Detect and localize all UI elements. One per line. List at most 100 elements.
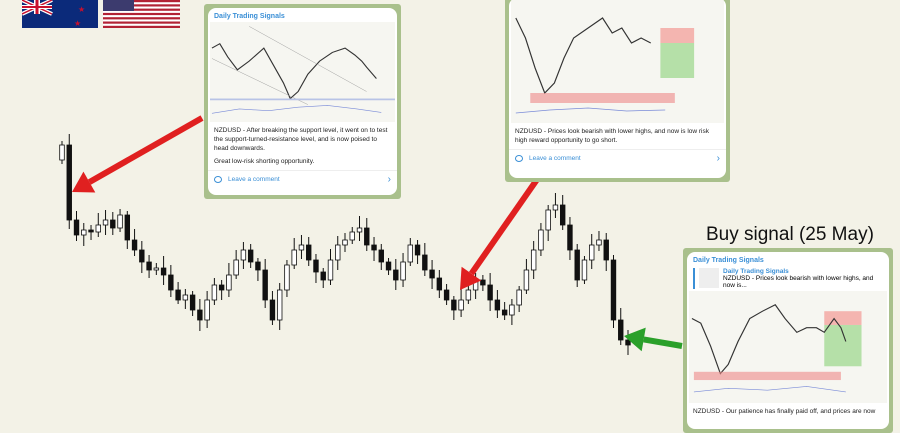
candle-body (429, 269, 435, 279)
new-zealand-flag: ★★ (22, 0, 98, 28)
signal-card-1: Daily Trading Signals NZDUSD - After bre… (204, 4, 401, 199)
candle-body (400, 261, 406, 281)
signal-card-2: NZDUSD - Prices look bearish with lower … (505, 0, 730, 182)
reply-text: NZDUSD - Prices look bearish with lower … (723, 275, 874, 289)
candle-body (552, 204, 559, 211)
leave-comment-button[interactable]: Leave a comment › (208, 170, 397, 188)
candle-body (371, 244, 377, 251)
comment-icon (214, 176, 222, 183)
reply-title: Daily Trading Signals (723, 268, 789, 275)
candle-body (393, 269, 399, 281)
candle-body (436, 277, 443, 291)
candle-body (422, 254, 428, 271)
candle-body (356, 227, 363, 233)
candle-body (603, 239, 609, 261)
channel-title: Daily Trading Signals (214, 13, 285, 20)
candle-body (204, 299, 210, 321)
card-message: NZDUSD - Prices look bearish with lower … (515, 128, 709, 144)
candle-body (625, 339, 631, 346)
candle-body (276, 289, 283, 321)
leave-comment-button[interactable]: Leave a comment › (509, 149, 726, 167)
comment-icon (515, 155, 523, 162)
candle-body (530, 249, 537, 271)
candle-body (465, 289, 472, 301)
candle-body (407, 244, 414, 263)
card-message: NZDUSD - After breaking the support leve… (214, 127, 388, 152)
candle-body (414, 244, 421, 256)
candle-body (269, 299, 276, 321)
candle-body (240, 249, 247, 261)
candle-body (160, 267, 167, 276)
candle-body (494, 299, 501, 311)
candle-body (291, 249, 297, 266)
candle-body (66, 144, 72, 221)
candle-body (218, 284, 225, 291)
comment-label: Leave a comment (228, 176, 280, 183)
candle-body (102, 219, 109, 226)
red-arrow-2-shaft (468, 166, 548, 276)
candle-body (139, 249, 145, 263)
candle-body (480, 279, 486, 286)
candle-body (538, 229, 544, 251)
green-arrow-head (624, 327, 646, 352)
candle-body (378, 249, 384, 263)
candle-body (88, 229, 94, 233)
card-message-2: Great low-risk shorting opportunity. (214, 158, 315, 165)
candle-body (313, 259, 319, 273)
card-message: NZDUSD - Our patience has finally paid o… (693, 408, 876, 415)
reply-preview[interactable]: Daily Trading Signals NZDUSD - Prices loo… (693, 268, 883, 289)
candle-body (523, 269, 530, 291)
red-arrow-1-shaft (87, 115, 204, 185)
red-arrow-1-head (72, 171, 96, 193)
candle-body (226, 274, 232, 291)
svg-text:★: ★ (78, 5, 85, 14)
candle-body (574, 249, 580, 281)
candle-body (262, 269, 268, 301)
candle-body (618, 319, 624, 341)
candle-body (349, 231, 355, 241)
channel-title: Daily Trading Signals (693, 257, 764, 264)
candle-body (589, 244, 595, 261)
candle-body (385, 261, 392, 271)
svg-text:★: ★ (74, 19, 81, 28)
candle-body (567, 224, 573, 251)
candle-body (73, 219, 80, 236)
candle-body (516, 289, 522, 306)
candle-body (211, 284, 218, 301)
candle-body (255, 261, 261, 271)
candle-body (610, 259, 617, 321)
candle-body (247, 249, 254, 263)
comment-label: Leave a comment (529, 155, 581, 162)
candle-body (501, 309, 508, 316)
candle-body (443, 289, 450, 301)
candle-body (509, 304, 515, 316)
chart-screenshot (511, 0, 724, 123)
candle-body (182, 294, 189, 301)
candle-body (559, 204, 566, 226)
candle-body (175, 289, 181, 301)
candle-body (306, 244, 312, 261)
candle-body (335, 244, 341, 261)
candle-body (59, 144, 65, 161)
candle-body (131, 239, 138, 251)
candle-body (364, 227, 370, 246)
candle-body (342, 239, 348, 246)
candle-body (110, 219, 116, 229)
candle-body (284, 264, 290, 291)
candle-body (197, 309, 203, 321)
candle-body (117, 214, 123, 229)
buy-signal-label: Buy signal (25 May) (706, 224, 874, 245)
united-states-flag (103, 0, 180, 28)
chart-screenshot (210, 22, 395, 122)
green-arrow-shaft (643, 336, 683, 349)
candle-body (327, 259, 334, 281)
candle-body (581, 259, 588, 281)
candle-body (95, 224, 101, 233)
reply-thumbnail (699, 268, 719, 288)
candle-body (320, 271, 326, 281)
candle-body (298, 244, 305, 251)
candle-body (596, 239, 602, 246)
candle-body (451, 299, 457, 311)
chevron-right-icon: › (387, 174, 391, 185)
candle-body (81, 229, 87, 236)
